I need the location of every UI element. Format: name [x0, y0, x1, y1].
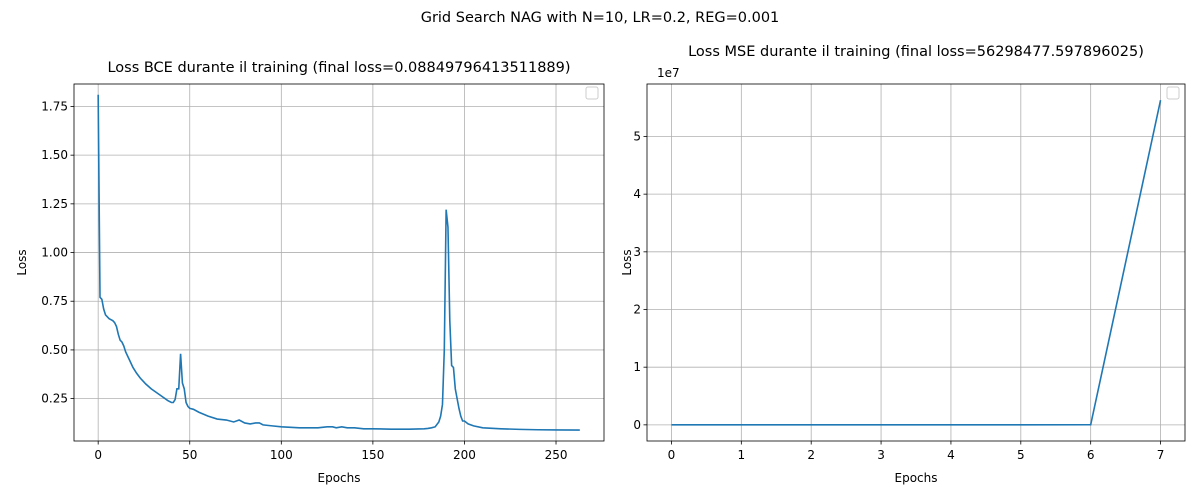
bce-x-tick-label: 250: [545, 448, 568, 462]
bce-x-tick-label: 50: [182, 448, 197, 462]
mse-x-tick-label: 1: [738, 448, 746, 462]
mse-y-tick-label: 3: [633, 245, 641, 259]
mse-x-tick-label: 3: [877, 448, 885, 462]
bce-axes-frame: [73, 83, 605, 442]
mse-x-tick-label: 4: [947, 448, 955, 462]
mse-y-tick-label: 4: [633, 187, 641, 201]
mse-x-tick-label: 0: [668, 448, 676, 462]
bce-x-axis-label: Epochs: [318, 471, 361, 485]
mse-x-axis-label: Epochs: [895, 471, 938, 485]
mse-x-tick-label: 6: [1087, 448, 1095, 462]
bce-y-tick-label: 1.50: [41, 148, 68, 162]
bce-y-tick-label: 0.25: [41, 392, 68, 406]
mse-x-tick-label: 7: [1157, 448, 1165, 462]
bce-chart-title: Loss BCE durante il training (final loss…: [107, 60, 570, 76]
mse-y-tick-label: 5: [633, 129, 641, 143]
figure-suptitle: Grid Search NAG with N=10, LR=0.2, REG=0…: [421, 10, 780, 26]
mse-chart-title: Loss MSE durante il training (final loss…: [688, 44, 1144, 60]
mse-x-tick-label: 5: [1017, 448, 1025, 462]
bce-y-tick-label: 1.75: [41, 99, 68, 113]
bce-x-tick-label: 0: [94, 448, 102, 462]
mse-axes-frame: [646, 83, 1186, 442]
bce-y-tick-label: 1.00: [41, 246, 68, 260]
bce-ticks: 0 50 100 150 200 250 0.25 0.50 0.75 1.00 1.25 1.50 1…: [41, 99, 567, 462]
bce-loss-line: [97, 94, 580, 431]
bce-legend: [585, 86, 599, 100]
mse-y-tick-label: 2: [633, 303, 641, 317]
mse-grid: [647, 84, 1185, 441]
bce-x-tick-label: 200: [453, 448, 476, 462]
bce-y-tick-label: 1.25: [41, 197, 68, 211]
bce-loss-axes: 0 50 100 150 200 250 0.25 0.50 0.75 1.00 1.25 1.50 1…: [15, 60, 605, 485]
mse-ticks: 0 1 2 3 4 5 6 7 0 1 2 3 4 5: [633, 129, 1164, 462]
mse-x-tick-label: 2: [807, 448, 815, 462]
bce-grid: [74, 84, 604, 441]
mse-loss-axes: 0 1 2 3 4 5 6 7 0 1 2 3 4 5 Loss MSE durante il train…: [620, 44, 1186, 485]
bce-x-tick-label: 150: [361, 448, 384, 462]
mse-legend: [1166, 86, 1180, 100]
bce-y-axis-label: Loss: [15, 249, 29, 275]
mse-y-axis-label: Loss: [620, 249, 634, 275]
mse-loss-line: [671, 99, 1162, 426]
mse-y-tick-label: 0: [633, 418, 641, 432]
mse-y-tick-label: 1: [633, 360, 641, 374]
bce-x-tick-label: 100: [270, 448, 293, 462]
bce-y-tick-label: 0.75: [41, 294, 68, 308]
bce-y-tick-label: 0.50: [41, 343, 68, 357]
mse-y-offset-text: 1e7: [657, 66, 680, 80]
